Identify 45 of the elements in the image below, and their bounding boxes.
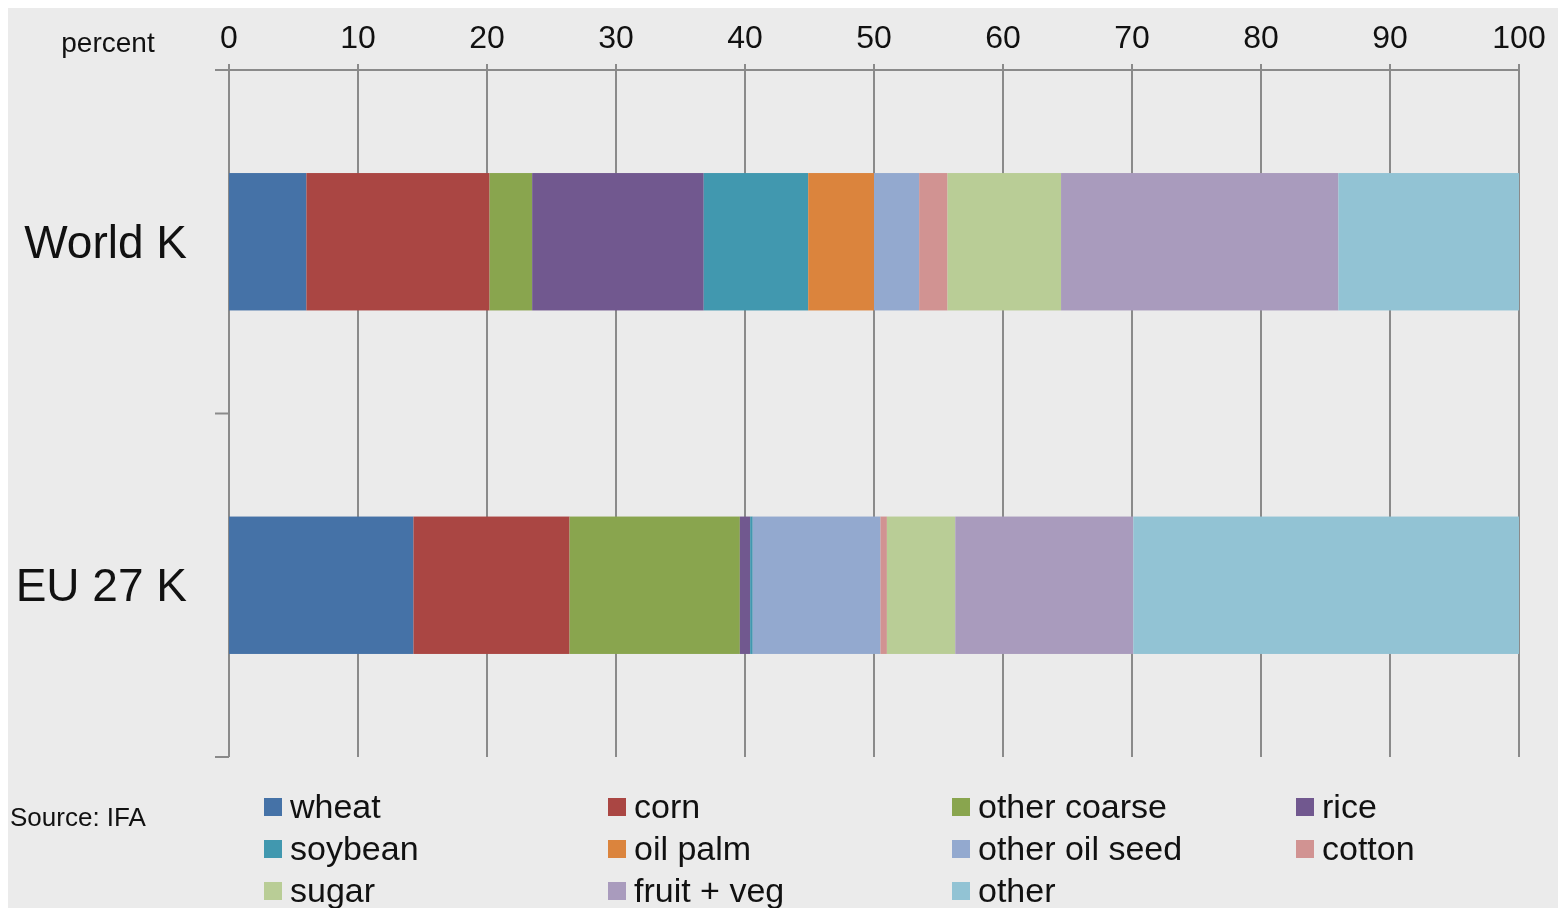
legend-label: other xyxy=(978,871,1056,909)
bar xyxy=(569,516,740,654)
x-tick-label: 20 xyxy=(469,19,505,55)
bar xyxy=(532,173,704,311)
bar xyxy=(955,516,1134,654)
legend-label: other oil seed xyxy=(978,829,1183,867)
y-tick-label: EU 27 K xyxy=(15,559,188,612)
x-tick-label: 50 xyxy=(856,19,892,55)
bar xyxy=(229,173,307,311)
x-tick-label: 40 xyxy=(727,19,763,55)
bar xyxy=(229,516,414,654)
bar xyxy=(808,173,874,311)
x-tick-label: 80 xyxy=(1243,19,1279,55)
bar xyxy=(1338,173,1519,311)
legend-label: oil palm xyxy=(634,829,752,867)
bar xyxy=(750,516,753,654)
legend-label: other coarse xyxy=(978,787,1167,825)
legend-label: rice xyxy=(1322,787,1377,825)
bar xyxy=(947,173,1062,311)
bar xyxy=(489,173,533,311)
bar xyxy=(306,173,490,311)
bar xyxy=(752,516,881,654)
bar xyxy=(886,516,956,654)
bar xyxy=(880,516,887,654)
x-tick-label: 10 xyxy=(340,19,376,55)
bar xyxy=(739,516,751,654)
bar xyxy=(1133,516,1519,654)
x-tick-label: 90 xyxy=(1372,19,1408,55)
legend-label: soybean xyxy=(290,829,419,867)
y-tick-label: World K xyxy=(24,215,188,268)
x-tick-label: 70 xyxy=(1114,19,1150,55)
legend-label: corn xyxy=(634,787,701,825)
bar xyxy=(874,173,920,311)
x-axis-title: percent xyxy=(61,27,155,58)
legend-label: cotton xyxy=(1322,829,1415,867)
legend-label: wheat xyxy=(289,787,382,825)
x-tick-label: 60 xyxy=(985,19,1021,55)
x-tick-label: 0 xyxy=(220,19,238,55)
source-note: Source: IFA xyxy=(10,802,147,832)
bar xyxy=(703,173,809,311)
bar xyxy=(1061,173,1339,311)
x-tick-label: 100 xyxy=(1492,19,1546,55)
bar xyxy=(413,516,570,654)
bar xyxy=(919,173,948,311)
x-tick-label: 30 xyxy=(598,19,634,55)
